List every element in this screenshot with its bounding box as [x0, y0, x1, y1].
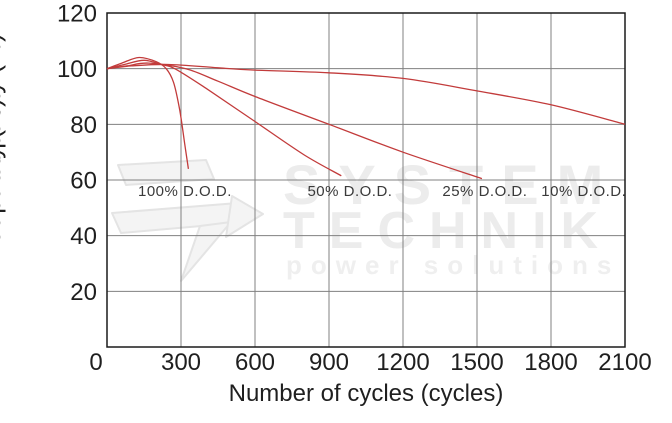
- watermark-tagline: power solutions: [286, 250, 621, 280]
- plot-border: [106, 12, 626, 348]
- watermark-brand-line2: TECHNIK: [283, 202, 613, 260]
- dod-label-50-d-o-d: 50% D.O.D.: [307, 183, 392, 200]
- y-tick-label-40: 40: [70, 223, 97, 250]
- y-tick-label-100: 100: [57, 56, 97, 83]
- y-tick-label-20: 20: [70, 279, 97, 306]
- y-tick-label-80: 80: [70, 112, 97, 139]
- curve-100-d-o-d: [106, 56, 190, 169]
- y-tick-label-60: 60: [70, 168, 97, 195]
- x-tick-label-1200: 1200: [376, 349, 429, 376]
- dod-label-10-d-o-d: 10% D.O.D.: [541, 183, 626, 200]
- x-tick-label-2100: 2100: [598, 349, 651, 376]
- x-tick-label-1800: 1800: [524, 349, 577, 376]
- curve-25-d-o-d: [106, 62, 483, 180]
- x-tick-label-0: 0: [89, 349, 102, 376]
- x-axis-label: Number of cycles (cycles): [228, 380, 504, 407]
- curve-10-d-o-d: [106, 63, 626, 125]
- dod-label-25-d-o-d: 25% D.O.D.: [442, 183, 527, 200]
- x-tick-label-1500: 1500: [450, 349, 503, 376]
- x-tick-label-300: 300: [161, 349, 201, 376]
- y-tick-label-120: 120: [57, 1, 97, 28]
- x-tick-label-900: 900: [309, 349, 349, 376]
- x-tick-label-600: 600: [235, 349, 275, 376]
- curve-50-d-o-d: [106, 59, 342, 177]
- dod-label-100-d-o-d: 100% D.O.D.: [138, 183, 232, 200]
